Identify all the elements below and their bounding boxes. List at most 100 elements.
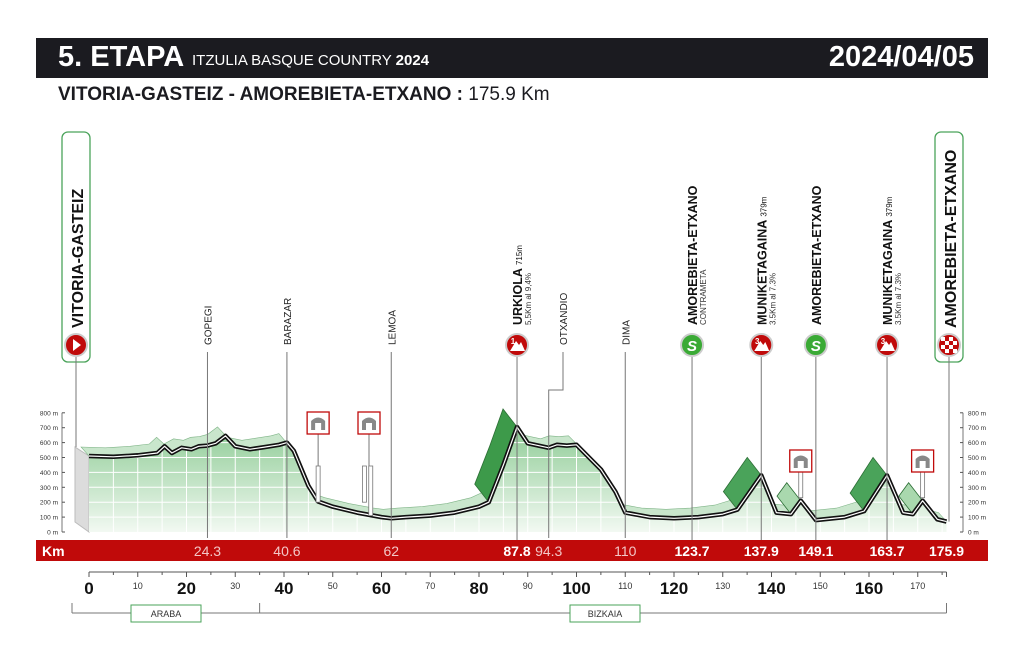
route-line: VITORIA-GASTEIZ - AMOREBIETA-ETXANO : 17… bbox=[58, 84, 550, 106]
y-tick-label: 400 m bbox=[968, 470, 986, 477]
checkered-flag-icon bbox=[941, 337, 945, 341]
mountain-icon bbox=[510, 341, 526, 351]
tunnel-icon-opening bbox=[366, 423, 372, 430]
climb-category-label: 1 bbox=[511, 337, 516, 346]
route-finish: AMOREBIETA-ETXANO bbox=[239, 84, 452, 105]
y-tick-label: 600 m bbox=[40, 440, 58, 447]
km-band-label: 87.8 bbox=[503, 543, 530, 559]
km-band bbox=[36, 540, 988, 561]
x-tick-label-minor: 170 bbox=[910, 581, 925, 591]
start-label: VITORIA-GASTEIZ bbox=[70, 189, 87, 328]
checkered-flag-icon bbox=[953, 349, 957, 353]
x-tick-label-major: 40 bbox=[275, 579, 294, 598]
x-tick-label-minor: 130 bbox=[715, 581, 730, 591]
profile-line-inner bbox=[88, 426, 947, 523]
checkered-flag-icon bbox=[953, 341, 957, 345]
km-band-title: Km bbox=[42, 543, 65, 559]
x-tick-label-major: 140 bbox=[757, 579, 785, 598]
waypoint-label: AMOREBIETA-ETXANO bbox=[810, 185, 824, 325]
region-box bbox=[569, 604, 641, 623]
waypoint-label: DIMA bbox=[621, 320, 632, 345]
tunnel-icon-opening bbox=[315, 423, 322, 430]
checkered-flag-icon bbox=[941, 345, 945, 349]
y-tick-label: 100 m bbox=[968, 515, 986, 522]
tunnel-icon-opening bbox=[919, 461, 926, 468]
km-band-label: 123.7 bbox=[675, 543, 710, 559]
route-start: VITORIA-GASTEIZ bbox=[58, 84, 224, 105]
climb-category-label: 3 bbox=[881, 337, 886, 346]
stage-number: 5. ETAPA bbox=[58, 41, 185, 73]
km-band-label: 175.9 bbox=[929, 543, 964, 559]
y-tick-label: 800 m bbox=[40, 410, 58, 417]
x-tick-label-major: 0 bbox=[84, 579, 93, 598]
waypoint-altitude: 715m bbox=[515, 245, 524, 265]
waypoint-label: LEMOA bbox=[387, 310, 398, 345]
x-tick-label-minor: 110 bbox=[618, 581, 632, 591]
race-year: 2024 bbox=[395, 52, 430, 69]
race-title: ITZULIA BASQUE COUNTRY bbox=[192, 52, 392, 69]
region-label: BIZKAIA bbox=[588, 609, 623, 619]
stage-header: 5. ETAPA ITZULIA BASQUE COUNTRY 2024 202… bbox=[36, 38, 988, 78]
waypoint-label: OTXANDIO bbox=[559, 293, 570, 345]
waypoint-detail: 5,5Km al 9,4% bbox=[524, 273, 533, 325]
y-tick-label: 300 m bbox=[968, 485, 986, 492]
x-tick-label-major: 60 bbox=[372, 579, 391, 598]
km-band-label: 62 bbox=[383, 543, 399, 559]
y-tick-label: 700 m bbox=[40, 425, 58, 432]
mountain-icon bbox=[880, 341, 896, 351]
x-tick-label-major: 160 bbox=[855, 579, 883, 598]
y-tick-label: 700 m bbox=[968, 425, 986, 432]
y-tick-label: 400 m bbox=[40, 470, 58, 477]
stage-date: 2024/04/05 bbox=[828, 41, 974, 73]
checkered-flag-icon bbox=[945, 349, 949, 353]
waypoint-line bbox=[548, 352, 564, 538]
waypoint-altitude: 379m bbox=[759, 196, 768, 216]
x-tick-label-minor: 150 bbox=[813, 581, 828, 591]
tunnel-post bbox=[362, 465, 367, 503]
waypoint-label: MUNIKETAGAINA379m bbox=[755, 196, 769, 325]
y-tick-label: 800 m bbox=[968, 410, 986, 417]
km-band-label: 137.9 bbox=[744, 543, 779, 559]
x-tick-label-minor: 30 bbox=[230, 581, 240, 591]
x-tick-label-minor: 90 bbox=[523, 581, 533, 591]
y-tick-label: 300 m bbox=[40, 485, 58, 492]
sprint-icon-letter: S bbox=[811, 338, 821, 355]
waypoint-label: MUNIKETAGAINA379m bbox=[881, 196, 895, 325]
km-band-label: 163.7 bbox=[870, 543, 905, 559]
x-tick-label-major: 80 bbox=[470, 579, 489, 598]
y-tick-label: 0 m bbox=[968, 530, 979, 537]
checkered-flag-icon bbox=[949, 345, 953, 349]
km-band-label: 110 bbox=[614, 543, 637, 559]
finish-label: AMOREBIETA-ETXANO bbox=[943, 150, 960, 328]
y-tick-label: 500 m bbox=[40, 455, 58, 462]
climb-category-label: 3 bbox=[755, 337, 760, 346]
x-tick-label-minor: 70 bbox=[425, 581, 435, 591]
x-tick-label-minor: 50 bbox=[328, 581, 338, 591]
race-name: ITZULIA BASQUE COUNTRY 2024 bbox=[192, 52, 429, 69]
waypoint-label: BARAZAR bbox=[283, 298, 294, 345]
x-tick-label-major: 20 bbox=[177, 579, 196, 598]
y-tick-label: 600 m bbox=[968, 440, 986, 447]
checkered-flag-icon bbox=[945, 341, 949, 345]
sprint-icon bbox=[803, 333, 828, 357]
mountain-icon bbox=[754, 341, 770, 351]
waypoint-label: GOPEGI bbox=[203, 306, 214, 345]
route-distance: 175.9 Km bbox=[468, 84, 550, 105]
y-tick-label: 0 m bbox=[47, 530, 58, 537]
waypoint-detail: 3.5Km al 7.3% bbox=[768, 273, 777, 325]
sprint-icon-letter: S bbox=[687, 338, 697, 355]
profile-area bbox=[89, 427, 947, 532]
profile-side-face bbox=[74, 446, 90, 533]
km-band-label: 40.6 bbox=[273, 543, 300, 559]
km-band-label: 94.3 bbox=[535, 543, 562, 559]
km-band-label: 149.1 bbox=[798, 543, 833, 559]
waypoint-detail: CONTRAMETA bbox=[699, 269, 708, 325]
region-box bbox=[130, 604, 202, 623]
play-icon bbox=[73, 339, 81, 351]
y-tick-label: 100 m bbox=[40, 515, 58, 522]
route-separator: - bbox=[223, 84, 240, 105]
waypoint-detail: 3.5Km al 7.3% bbox=[894, 273, 903, 325]
y-tick-label: 200 m bbox=[40, 500, 58, 507]
tunnel-post bbox=[368, 465, 374, 517]
